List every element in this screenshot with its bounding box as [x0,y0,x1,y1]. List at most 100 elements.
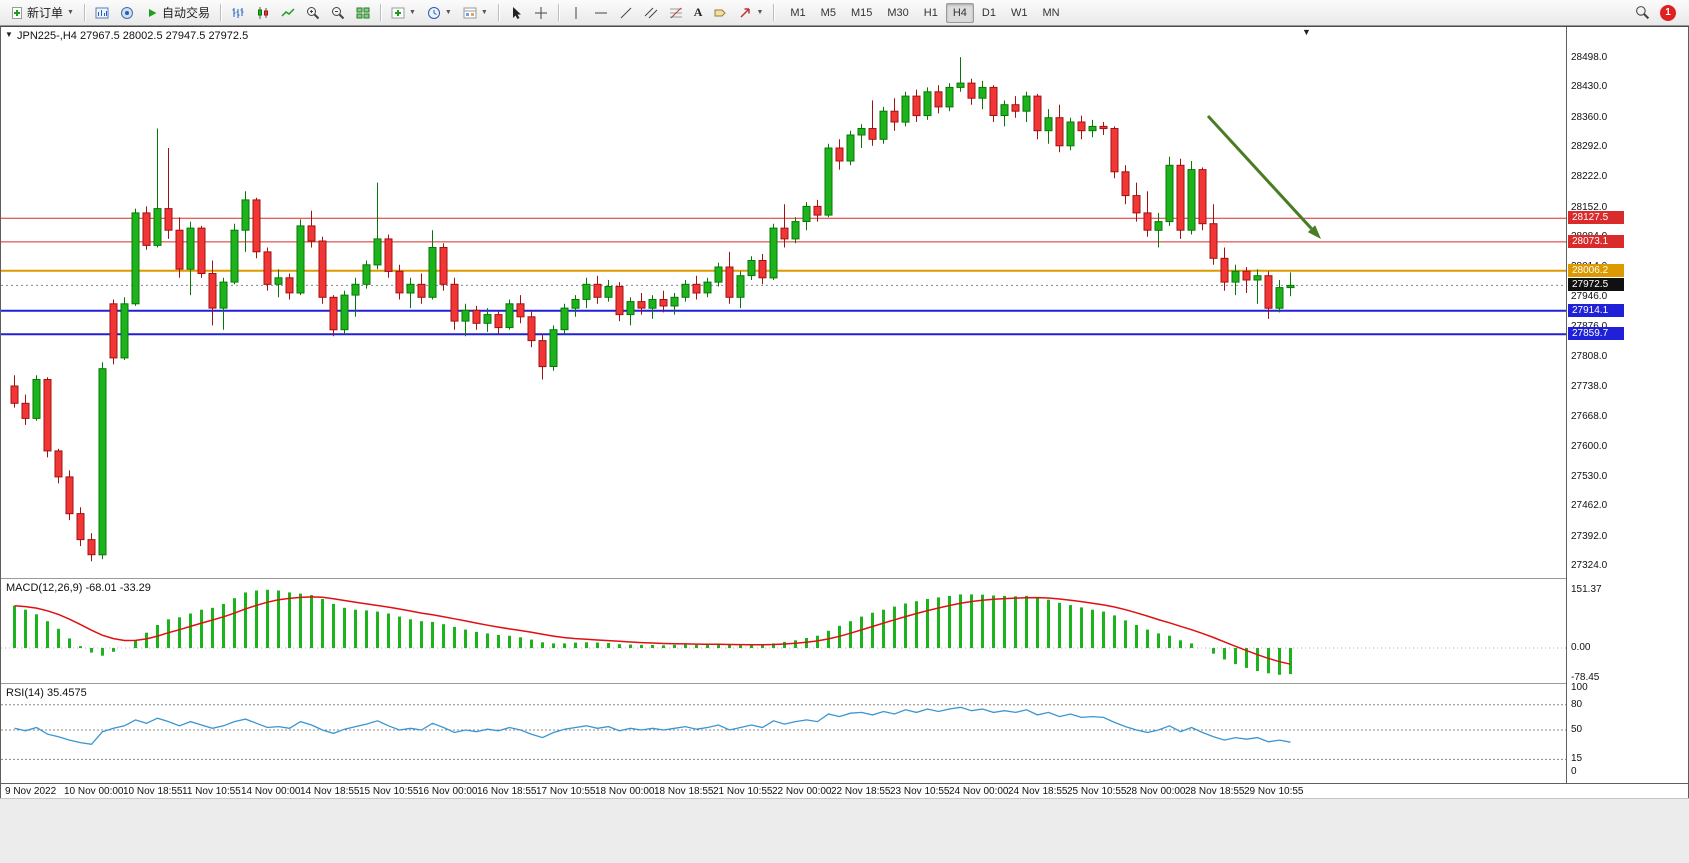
price-axis[interactable]: 28498.0 28430.0 28360.0 28292.0 28222.0 28152… [1567,27,1688,783]
notification-badge[interactable]: 1 [1660,4,1676,21]
navigator-button[interactable] [115,2,139,24]
label-button[interactable] [708,2,732,24]
time-axis-label: 22 Nov 18:55 [831,786,891,797]
time-axis-label: 15 Nov 10:55 [359,786,419,797]
candlestick-button[interactable] [251,2,275,24]
toolbar-separator [557,4,559,21]
price-tag: 28127.5 [1568,211,1624,224]
crosshair-button[interactable] [529,2,553,24]
macd-axis-tick: 0.00 [1571,642,1591,653]
trendline-button[interactable] [614,2,638,24]
price-axis-tick: 28152.0 [1571,202,1608,213]
macd-values: -68.01 -33.29 [85,582,151,594]
timeframe-button-w1[interactable]: W1 [1004,3,1035,23]
zoom-out-button[interactable] [326,2,350,24]
rsi-axis-tick: 15 [1571,753,1583,764]
price-tag: 27914.1 [1568,304,1624,317]
fibonacci-button[interactable] [664,2,688,24]
time-axis-label: 10 Nov 18:55 [123,786,183,797]
ohlc-values: 27967.5 28002.5 27947.5 27972.5 [79,30,249,42]
zoom-in-icon [306,6,320,19]
rsi-plot[interactable] [1,685,1566,783]
macd-plot[interactable] [1,580,1566,683]
timeframe-button-m5[interactable]: M5 [814,3,843,23]
one-click-trading-toggle[interactable]: ▼ [5,30,13,39]
time-axis[interactable]: 9 Nov 2022 10 Nov 00:00 10 Nov 18:55 11 Nov… [1,783,1688,798]
panel-separator[interactable] [1,578,1688,580]
timeframe-button-m1[interactable]: M1 [783,3,812,23]
rsi-panel[interactable]: RSI(14) 35.4575 [1,685,1566,783]
cursor-button[interactable] [504,2,528,24]
timeframe-button-d1[interactable]: D1 [975,3,1003,23]
bar-chart-button[interactable] [226,2,250,24]
channel-icon [644,7,658,18]
price-axis-tick: 27738.0 [1571,381,1608,392]
timeframe-button-mn[interactable]: MN [1035,3,1066,23]
new-order-label: 新订单 [27,6,64,20]
time-axis-label: 23 Nov 10:55 [890,786,950,797]
periods-button[interactable]: ▼ [422,2,457,24]
market-watch-icon [95,7,109,18]
price-axis-tick: 27392.0 [1571,531,1608,542]
vertical-line-button[interactable] [564,2,588,24]
trendline-icon [620,7,632,18]
panel-separator[interactable] [1,683,1688,685]
price-axis-tick: 28360.0 [1571,112,1608,123]
chart-window: ▼ JPN225-,H4 27967.5 28002.5 27947.5 279… [0,26,1689,798]
horizontal-line-button[interactable] [589,2,613,24]
new-order-button[interactable]: 新订单 ▼ [5,2,79,24]
chart-shift-marker[interactable]: ▼ [1302,27,1311,37]
symbol-timeframe-label: JPN225-,H4 [17,30,77,42]
time-axis-label: 22 Nov 00:00 [772,786,832,797]
candlestick-icon [257,6,268,19]
time-axis-label: 14 Nov 18:55 [300,786,360,797]
search-button[interactable] [1630,2,1655,24]
label-icon [714,9,727,16]
time-axis-label: 24 Nov 18:55 [1008,786,1068,797]
chevron-down-icon: ▼ [408,9,416,16]
channel-button[interactable] [639,2,663,24]
price-axis-tick: 27462.0 [1571,500,1608,511]
clock-icon [427,6,440,19]
price-axis-tick: 27808.0 [1571,351,1608,362]
macd-axis-tick: 151.37 [1571,584,1602,595]
macd-panel[interactable]: MACD(12,26,9) -68.01 -33.29 [1,580,1566,683]
text-button[interactable]: A [689,2,708,24]
price-chart-panel[interactable]: ▼ JPN225-,H4 27967.5 28002.5 27947.5 279… [1,27,1566,578]
rsi-name: RSI(14) [6,687,44,699]
template-icon [463,7,477,18]
window-background [0,798,1689,863]
indicators-button[interactable]: ▼ [386,2,421,24]
market-watch-button[interactable] [90,2,114,24]
timeframe-button-m15[interactable]: M15 [844,3,879,23]
chevron-down-icon: ▼ [444,9,452,16]
price-tag: 27859.7 [1568,327,1624,340]
horizontal-line-icon [594,12,607,13]
zoom-in-button[interactable] [301,2,325,24]
tile-windows-button[interactable] [351,2,375,24]
time-axis-label: 18 Nov 18:55 [654,786,714,797]
arrows-button[interactable]: ▼ [733,2,768,24]
fibonacci-icon [669,7,682,18]
candles-plot[interactable] [1,27,1566,578]
timeframe-button-m30[interactable]: M30 [880,3,915,23]
rsi-value: 35.4575 [46,687,87,699]
line-chart-button[interactable] [276,2,300,24]
time-axis-label: 28 Nov 00:00 [1126,786,1186,797]
templates-button[interactable]: ▼ [458,2,493,24]
time-axis-label: 10 Nov 00:00 [64,786,124,797]
autotrading-button[interactable]: 自动交易 [140,2,215,24]
line-chart-icon [281,7,295,17]
price-axis-tick: 27668.0 [1571,411,1608,422]
price-axis-tick: 27600.0 [1571,441,1608,452]
rsi-axis-tick: 80 [1571,699,1583,710]
timeframe-button-h4[interactable]: H4 [945,2,974,23]
time-axis-label: 9 Nov 2022 [5,786,57,797]
price-tag: 28073.1 [1568,235,1624,248]
chevron-down-icon: ▼ [67,9,74,16]
autotrading-icon [148,8,157,17]
time-axis-label: 24 Nov 00:00 [949,786,1009,797]
time-axis-label: 11 Nov 10:55 [182,786,241,797]
macd-label: MACD(12,26,9) -68.01 -33.29 [6,582,151,594]
timeframe-button-h1[interactable]: H1 [917,3,945,23]
